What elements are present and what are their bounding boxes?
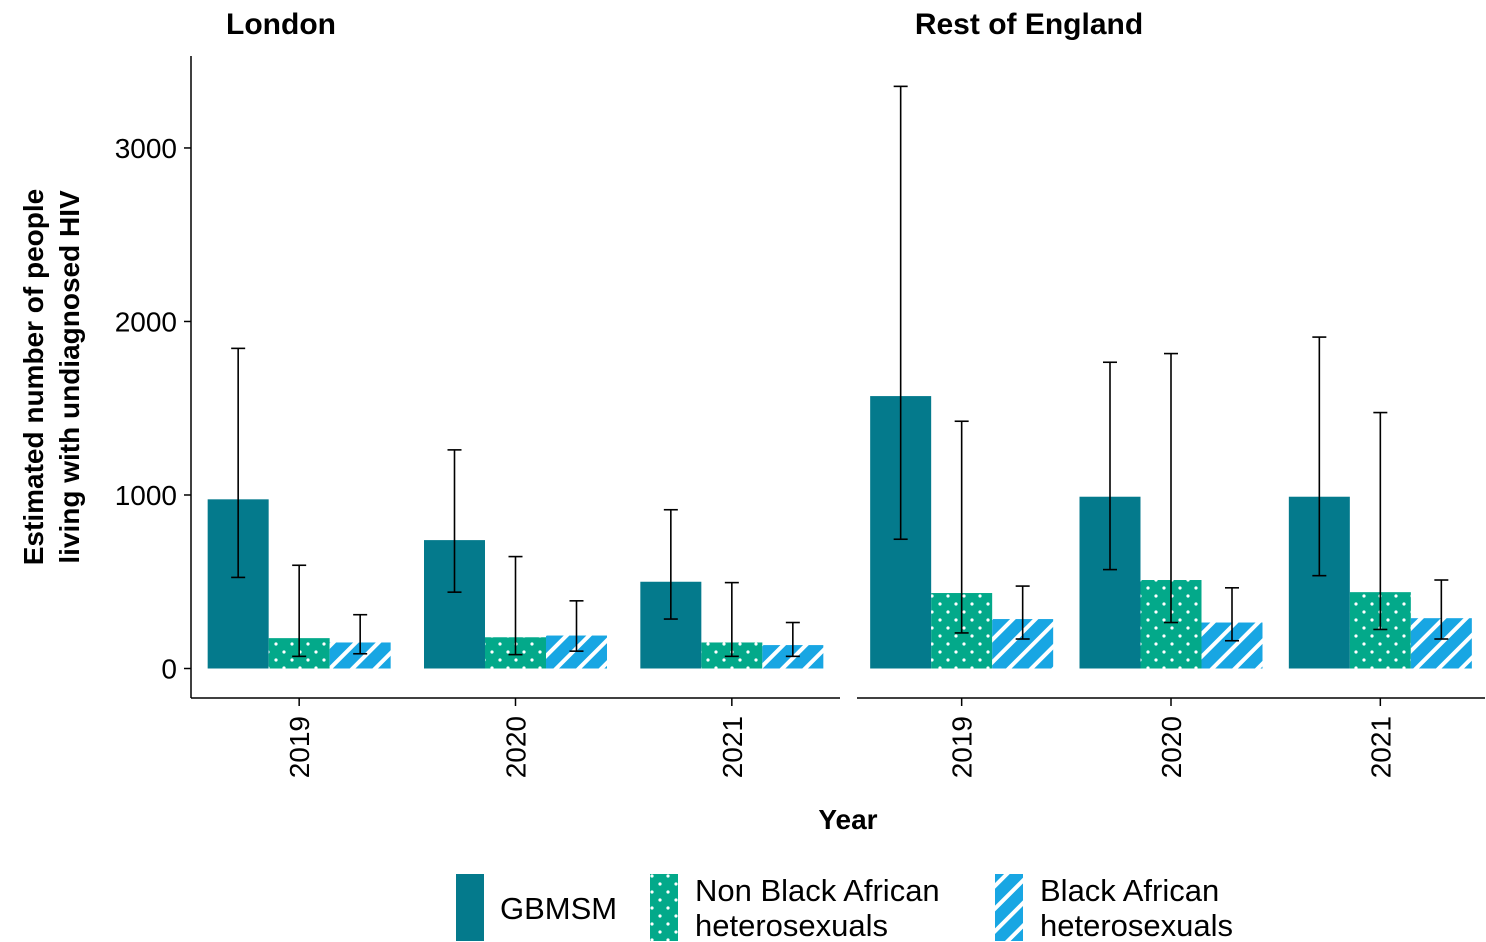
legend-label: GBMSM [500, 891, 617, 926]
x-tick-label: 2019 [947, 716, 978, 778]
error-bar [231, 347, 246, 579]
panel-title: Rest of England [915, 8, 1143, 41]
panel-0: London 0 1000 2000 3000 2019 2020 2021 [115, 8, 840, 778]
error-bar [508, 555, 523, 656]
error-bar [724, 581, 739, 658]
error-bar [1373, 411, 1388, 631]
legend-label: Black African [1040, 873, 1219, 908]
error-bar [447, 449, 462, 593]
x-tick-label: 2020 [501, 716, 532, 778]
y-tick-label: 1000 [115, 480, 177, 511]
error-bar [663, 508, 678, 620]
legend-label: heterosexuals [1040, 908, 1233, 942]
y-tick-label: 0 [161, 654, 177, 685]
error-bar [1434, 579, 1449, 640]
error-bar [1225, 587, 1239, 642]
y-axis-title: Estimated number of people living with un… [18, 189, 85, 566]
legend-label: heterosexuals [695, 908, 888, 942]
error-bar [1312, 336, 1327, 577]
y-axis-title-line: Estimated number of people [18, 189, 49, 566]
legend-key [456, 874, 484, 941]
x-axis-title: Year [818, 804, 877, 835]
error-bar [292, 564, 307, 658]
x-tick-label: 2019 [284, 716, 315, 778]
x-tick-label: 2020 [1156, 716, 1187, 778]
error-bar [1164, 352, 1178, 624]
x-tick-label: 2021 [717, 716, 748, 778]
error-bar [1015, 585, 1030, 640]
error-bar [569, 600, 584, 652]
error-bar [1103, 361, 1117, 571]
x-tick-label: 2021 [1365, 716, 1396, 778]
error-bar [954, 420, 969, 634]
error-bar [893, 85, 908, 541]
panel-title: London [226, 8, 336, 41]
legend-label: Non Black African [695, 873, 940, 908]
legend-item: GBMSM [456, 874, 617, 941]
error-bar [353, 613, 368, 655]
y-tick-label: 3000 [115, 133, 177, 164]
y-tick-label: 2000 [115, 306, 177, 337]
y-axis-title-line: living with undiagnosed HIV [54, 190, 85, 564]
legend-key [995, 874, 1023, 941]
legend-key [650, 874, 678, 941]
error-bar [785, 621, 800, 658]
panel-1: Rest of England 2019 2020 2021 [857, 8, 1485, 778]
